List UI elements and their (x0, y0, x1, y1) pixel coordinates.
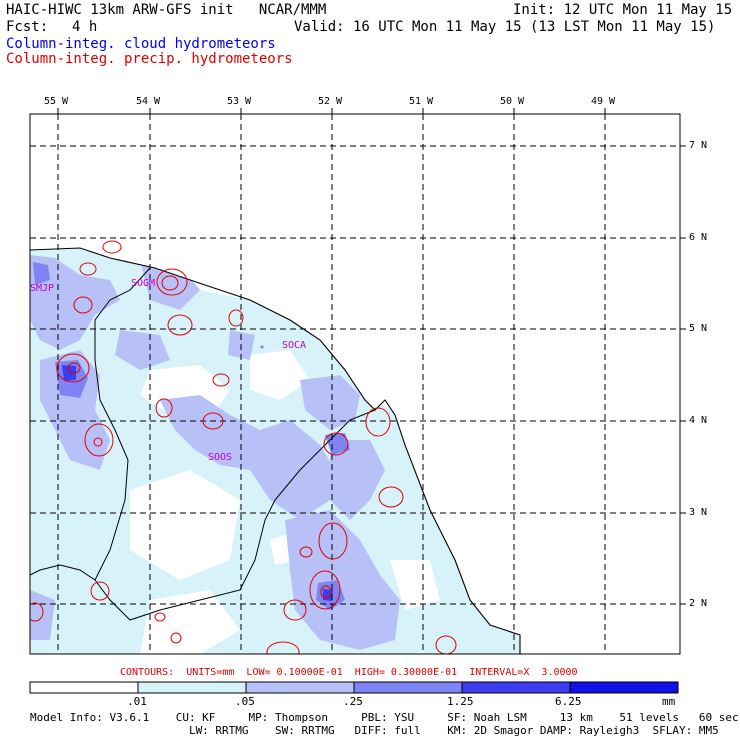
colorbar-label-2: .25 (343, 695, 363, 708)
lat-lon-grid (30, 114, 680, 654)
colorbar-units: mm (662, 695, 676, 708)
lat-label-3n: 3 N (689, 507, 708, 518)
init-time: Init: 12 UTC Mon 11 May 15 (513, 2, 733, 18)
lat-label-5n: 5 N (689, 323, 708, 334)
lat-label-6n: 6 N (689, 232, 708, 243)
colorbar-bin-0 (29, 681, 139, 694)
forecast-hour: 4 h (72, 19, 98, 35)
field-precip-label: Column-integ. precip. hydrometeors (6, 51, 293, 67)
station-marker (260, 345, 264, 349)
colorbar-label-4: 6.25 (555, 695, 582, 708)
colorbar-label-3: 1.25 (447, 695, 474, 708)
model-info-line2: LW: RRTMG SW: RRTMG DIFF: full KM: 2D Sm… (30, 724, 719, 737)
lon-ticks (57, 108, 606, 114)
station-soos: SOOS (208, 452, 233, 463)
valid-time: Valid: 16 UTC Mon 11 May 15 (13 LST Mon … (294, 19, 716, 35)
lon-label-55w: 55 W (44, 96, 69, 107)
lon-label-52w: 52 W (318, 96, 343, 107)
forecast-label: Fcst: (6, 19, 49, 35)
lat-label-7n: 7 N (689, 140, 708, 151)
colorbar-bin-2 (245, 681, 355, 694)
lon-label-54w: 54 W (136, 96, 161, 107)
colorbar-bin-4 (461, 681, 571, 694)
colorbar-bin-5 (569, 681, 679, 694)
lon-label-53w: 53 W (227, 96, 252, 107)
lat-ticks (680, 145, 686, 605)
station-sogm: SOGM (131, 278, 156, 289)
lat-label-2n: 2 N (689, 598, 708, 609)
ocean-area (30, 114, 680, 654)
colorbar-label-1: .05 (235, 695, 255, 708)
lat-label-4n: 4 N (689, 415, 708, 426)
station-soca: SOCA (282, 340, 307, 351)
map-frame (29, 113, 681, 655)
lon-label-49w: 49 W (591, 96, 616, 107)
precip-contours (30, 240, 457, 654)
model-info-line1: Model Info: V3.6.1 CU: KF MP: Thompson P… (30, 711, 739, 724)
contours-info: CONTOURS: UNITS=mm LOW= 0.10000E-01 HIGH… (120, 667, 578, 678)
lon-label-50w: 50 W (500, 96, 525, 107)
station-smjp: SMJP (30, 283, 55, 294)
field-cloud-label: Column-integ. cloud hydrometeors (6, 36, 276, 52)
country-borders (30, 267, 376, 621)
colorbar-label-0: .01 (127, 695, 147, 708)
lon-label-51w: 51 W (409, 96, 434, 107)
colorbar-bin-1 (137, 681, 247, 694)
colorbar-bin-3 (353, 681, 463, 694)
plot-title: HAIC-HIWC 13km ARW-GFS init NCAR/MMM (6, 2, 327, 18)
